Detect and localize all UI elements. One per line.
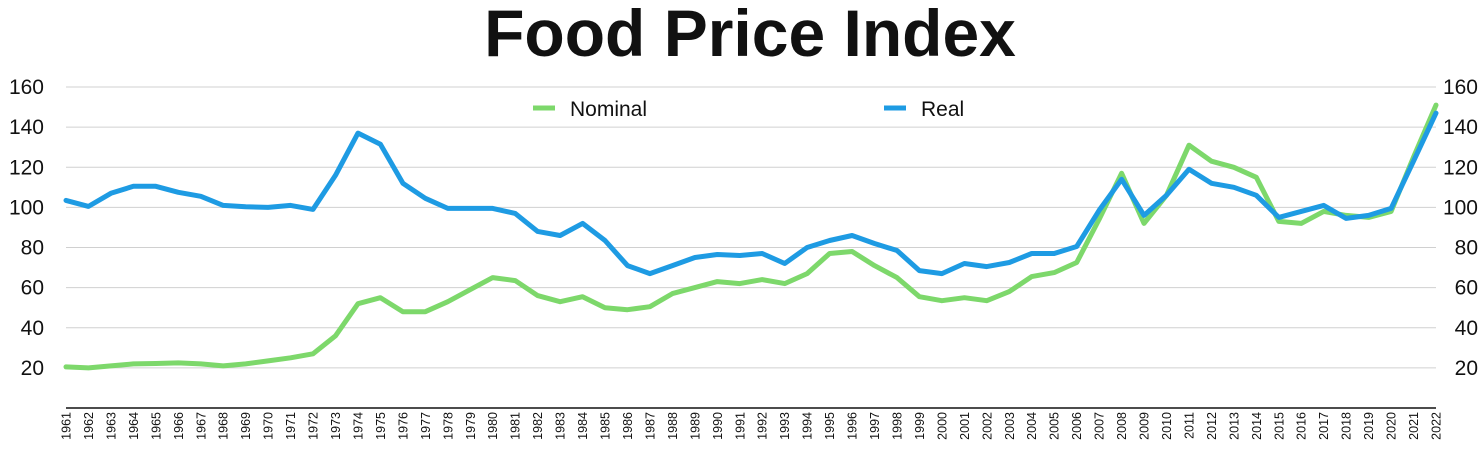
legend-label: Real xyxy=(921,98,964,121)
x-tick-label: 1987 xyxy=(643,412,657,440)
legend-item-nominal: Nominal xyxy=(533,98,647,121)
x-tick-label: 2004 xyxy=(1025,412,1039,440)
y-tick-label-right: 100 xyxy=(1443,196,1478,219)
y-tick-label-left: 60 xyxy=(21,277,44,300)
x-tick-label: 1981 xyxy=(509,412,523,440)
x-tick-label: 1996 xyxy=(846,412,860,440)
x-tick-label: 1967 xyxy=(194,412,208,440)
x-tick-label: 1965 xyxy=(149,412,163,440)
x-tick-label: 1961 xyxy=(60,412,74,440)
x-tick-label: 2020 xyxy=(1385,412,1399,440)
legend-label: Nominal xyxy=(570,98,647,121)
x-tick-label: 1991 xyxy=(733,412,747,440)
x-tick-label: 2007 xyxy=(1093,412,1107,440)
x-tick-label: 1975 xyxy=(374,412,388,440)
x-tick-label: 2019 xyxy=(1362,412,1376,440)
y-tick-label-right: 40 xyxy=(1455,317,1478,340)
x-tick-label: 1984 xyxy=(576,412,590,440)
legend: Nominal Real xyxy=(533,98,964,121)
x-tick-label: 2012 xyxy=(1205,412,1219,440)
x-tick-label: 1988 xyxy=(666,412,680,440)
x-tick-label: 1997 xyxy=(868,412,882,440)
x-tick-label: 1992 xyxy=(756,412,770,440)
x-tick-label: 1963 xyxy=(104,412,118,440)
x-tick-label: 1982 xyxy=(531,412,545,440)
y-axis-right: 20 40 60 80 100 120 140 160 xyxy=(1443,76,1478,380)
x-tick-label: 1964 xyxy=(127,412,141,440)
y-tick-label-right: 80 xyxy=(1455,237,1478,260)
x-tick-label: 1966 xyxy=(172,412,186,440)
y-tick-label-left: 80 xyxy=(21,237,44,260)
x-tick-label: 2000 xyxy=(935,412,949,440)
x-tick-label: 2003 xyxy=(1003,412,1017,440)
x-tick-label: 2005 xyxy=(1048,412,1062,440)
x-tick-label: 2015 xyxy=(1272,412,1286,440)
y-tick-label-right: 160 xyxy=(1443,76,1478,99)
series-lines xyxy=(63,102,1439,371)
chart-title: Food Price Index xyxy=(484,0,1016,70)
x-tick-label: 1986 xyxy=(621,412,635,440)
y-tick-label-right: 60 xyxy=(1455,277,1478,300)
x-tick-label: 2011 xyxy=(1182,412,1196,439)
series-line-nominal xyxy=(63,102,1439,371)
x-tick-label: 1979 xyxy=(464,412,478,440)
y-tick-label-left: 40 xyxy=(21,317,44,340)
x-tick-label: 1983 xyxy=(554,412,568,440)
y-tick-label-left: 120 xyxy=(9,156,44,179)
x-tick-label: 1993 xyxy=(778,412,792,440)
x-axis: 1961 1962 1963 1964 1965 1966 1967 1968 1969 1970… xyxy=(60,407,1444,440)
x-tick-label: 1973 xyxy=(329,412,343,440)
x-tick-label: 1970 xyxy=(262,412,276,440)
x-tick-label: 1974 xyxy=(351,412,365,440)
y-tick-label-right: 120 xyxy=(1443,156,1478,179)
x-tick-label: 2021 xyxy=(1407,412,1421,440)
x-tick-label: 2017 xyxy=(1317,412,1331,440)
y-tick-label-right: 20 xyxy=(1455,357,1478,380)
y-tick-label-left: 140 xyxy=(9,116,44,139)
x-tick-label: 2001 xyxy=(958,412,972,440)
x-tick-label: 1976 xyxy=(396,412,410,440)
x-tick-label: 2010 xyxy=(1160,412,1174,440)
x-tick-label: 2014 xyxy=(1250,412,1264,440)
x-tick-label: 2006 xyxy=(1070,412,1084,440)
x-tick-label: 1978 xyxy=(441,412,455,440)
y-tick-label-left: 100 xyxy=(9,196,44,219)
x-tick-label: 1969 xyxy=(239,412,253,440)
x-tick-label: 1977 xyxy=(419,412,433,440)
x-tick-label: 2013 xyxy=(1227,412,1241,440)
x-tick-label: 1994 xyxy=(801,412,815,440)
x-tick-label: 2018 xyxy=(1340,412,1354,440)
series-line-real xyxy=(63,110,1439,277)
x-tick-label: 1980 xyxy=(486,412,500,440)
x-tick-label: 1989 xyxy=(688,412,702,440)
y-tick-label-left: 160 xyxy=(9,76,44,99)
y-tick-label-left: 20 xyxy=(21,357,44,380)
x-tick-label: 1971 xyxy=(284,412,298,440)
x-tick-label: 2002 xyxy=(980,412,994,440)
x-tick-label: 1972 xyxy=(307,412,321,440)
x-tick-label: 1985 xyxy=(599,412,613,440)
y-axis-left: 20 40 60 80 100 120 140 160 xyxy=(9,76,44,380)
x-tick-label: 2009 xyxy=(1138,412,1152,440)
gridlines xyxy=(66,86,1436,369)
x-tick-label: 2022 xyxy=(1430,412,1444,440)
x-tick-label: 1998 xyxy=(890,412,904,440)
x-tick-label: 2008 xyxy=(1115,412,1129,440)
x-tick-label: 1962 xyxy=(82,412,96,440)
x-tick-label: 1968 xyxy=(217,412,231,440)
x-tick-label: 2016 xyxy=(1295,412,1309,440)
x-tick-label: 1990 xyxy=(711,412,725,440)
x-tick-label: 1995 xyxy=(823,412,837,440)
legend-item-real: Real xyxy=(884,98,964,121)
y-tick-label-right: 140 xyxy=(1443,116,1478,139)
x-tick-label: 1999 xyxy=(913,412,927,440)
